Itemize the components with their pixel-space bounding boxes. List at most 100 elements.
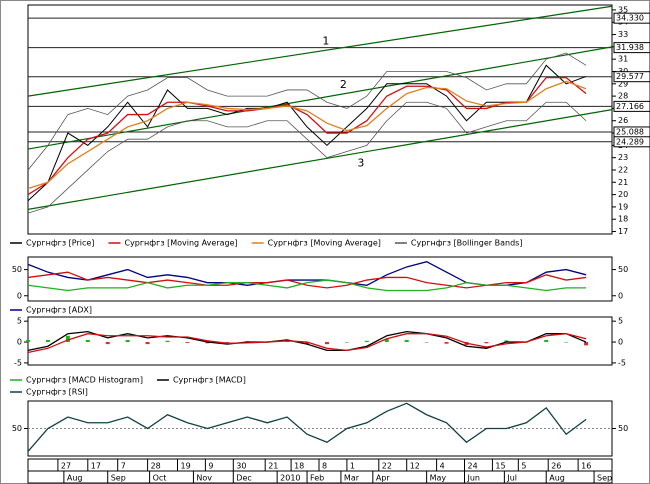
series-line [27, 402, 587, 452]
x-tick-label: 15 [495, 462, 505, 471]
histogram-bar [364, 340, 369, 343]
y-tick-label: 23 [618, 153, 628, 162]
histogram-bar [324, 342, 329, 345]
x-tick-label: 24 [468, 462, 478, 471]
panel-frame [27, 256, 613, 302]
histogram-bar [26, 339, 30, 343]
y-tick-label: 0 [17, 291, 22, 300]
month-label: Jun [467, 474, 481, 483]
x-tick-label: 8 [322, 462, 327, 471]
trend-label: 2 [340, 78, 347, 91]
level-box [613, 71, 650, 83]
y-tick-label: 0 [618, 291, 623, 300]
x-tick-label: 17 [91, 462, 101, 471]
level-box [613, 136, 650, 148]
month-label: Dec [236, 474, 251, 483]
y-tick-label: 26 [618, 116, 628, 125]
series-line [27, 80, 587, 190]
x-tick-label: 5 [521, 462, 526, 471]
histogram-bar [584, 342, 589, 346]
series-line [27, 279, 587, 292]
level-label: 25.088 [616, 127, 644, 136]
bollinger-upper [27, 52, 587, 171]
legend-label: Сургнфгз [Moving Average] [124, 239, 237, 248]
legend-label: Сургнфгз [Moving Average] [268, 239, 381, 248]
month-label: Sep [597, 474, 612, 483]
y-tick-label: 19 [618, 202, 628, 211]
x-tick-label: 9 [208, 462, 213, 471]
histogram-bar [384, 339, 389, 343]
legend-label: Сургнфгз [RSI] [26, 388, 88, 397]
month-label: Aug [549, 474, 565, 483]
legend-label: Сургнфгз [ADX] [26, 306, 92, 315]
histogram-bar [145, 342, 150, 345]
x-tick-label: 1 [350, 462, 355, 471]
level-label: 29.577 [616, 72, 644, 81]
x-tick-label: 18 [294, 462, 304, 471]
histogram-bar [404, 339, 409, 343]
histogram-bar [105, 342, 110, 345]
y-tick-label: 50 [12, 265, 22, 274]
y-tick-label: 17 [618, 227, 628, 236]
month-label: Sep [111, 474, 126, 483]
y-tick-label: 5 [618, 317, 623, 326]
month-label: Mar [344, 474, 360, 483]
bollinger-lower [27, 101, 587, 214]
histogram-bar [165, 340, 170, 343]
y-tick-label: 33 [618, 30, 628, 39]
histogram-bar [305, 342, 310, 345]
y-tick-label: 20 [618, 190, 628, 199]
series-line [27, 333, 587, 354]
month-label: May [430, 474, 447, 483]
y-tick-label: 29 [618, 79, 628, 88]
histogram-bar [484, 342, 489, 344]
y-tick-label: 31 [618, 55, 628, 64]
histogram-bar [65, 335, 70, 343]
y-tick-label: 0 [17, 338, 22, 347]
x-tick-label: 30 [236, 462, 246, 471]
trend-label: 1 [322, 34, 329, 47]
x-tick-label: 28 [151, 462, 161, 471]
level-label: 24.289 [616, 137, 644, 146]
series-line [27, 64, 587, 202]
month-label: Aug [67, 474, 83, 483]
x-tick-label: 26 [551, 462, 561, 471]
month-label: Feb [310, 474, 324, 483]
histogram-bar [544, 339, 549, 343]
month-label: Apr [376, 474, 391, 483]
legend-label: Сургнфгз [MACD Histogram] [26, 376, 143, 385]
histogram-bar [85, 339, 90, 343]
histogram-bar [444, 342, 449, 344]
x-tick-label: 21 [268, 462, 278, 471]
x-tick-label: 7 [121, 462, 126, 471]
x-tick-label: 12 [410, 462, 420, 471]
y-tick-label: -5 [14, 358, 22, 367]
y-tick-label: 0 [618, 338, 623, 347]
level-box [613, 100, 650, 112]
y-tick-label: 22 [618, 165, 628, 174]
x-tick-label: 22 [382, 462, 392, 471]
histogram-bar [504, 340, 509, 343]
legend-label: Сургнфгз [MACD] [173, 376, 246, 385]
trend-line [27, 5, 613, 97]
y-tick-label: -5 [618, 358, 626, 367]
y-tick-label: 21 [618, 178, 628, 187]
histogram-bar [424, 342, 429, 343]
histogram-bar [225, 342, 230, 343]
month-label: 2010 [280, 474, 300, 483]
month-label: Oct [153, 474, 167, 483]
histogram-bar [285, 341, 290, 343]
level-box [613, 42, 650, 54]
x-tick-label: 19 [180, 462, 190, 471]
legend-label: Сургнфгз [Bollinger Bands] [411, 239, 523, 248]
y-tick-label: 5 [17, 317, 22, 326]
histogram-bar [185, 342, 190, 343]
level-box [613, 12, 650, 24]
histogram-bar [564, 342, 569, 343]
panel-frame [27, 4, 613, 235]
x-tick-label: 16 [581, 462, 591, 471]
y-tick-label: 18 [618, 215, 628, 224]
series-line [27, 76, 587, 196]
